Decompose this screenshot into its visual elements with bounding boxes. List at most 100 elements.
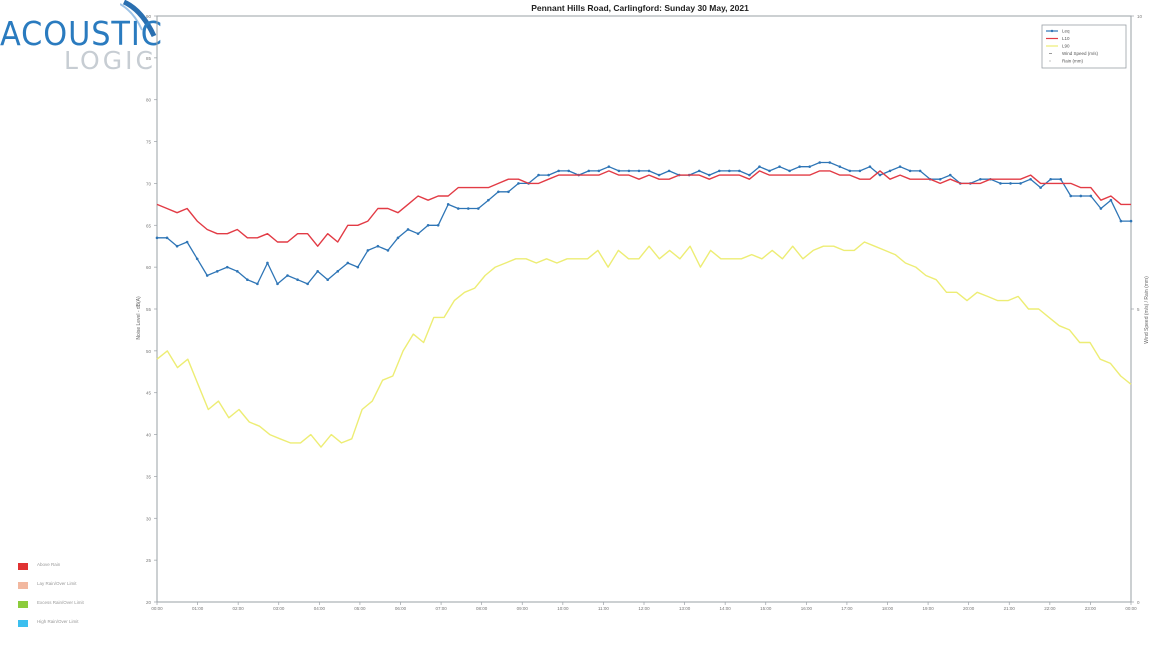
data-point-leq (1019, 182, 1022, 185)
x-tick-label: 00:00 (1125, 606, 1137, 611)
data-point-leq (768, 169, 771, 173)
y-axis-label: Noise Level - dB(A) (136, 296, 142, 340)
plot-frame (156, 15, 1132, 603)
data-point-leq (778, 165, 781, 168)
data-point-leq (1109, 198, 1113, 202)
y-tick-label: 20 (146, 600, 152, 605)
y-tick-label: 60 (146, 265, 152, 270)
side-legend-swatch (18, 620, 28, 627)
data-point-leq (436, 223, 440, 227)
chart-title: Pennant Hills Road, Carlingford: Sunday … (531, 3, 749, 13)
y-tick-label: 85 (146, 56, 152, 61)
data-point-leq (617, 169, 621, 173)
data-point-leq (316, 270, 319, 273)
y-tick-label: 90 (146, 14, 152, 19)
x-tick-label: 07:00 (435, 606, 447, 611)
data-point-leq (697, 169, 701, 173)
data-point-leq (597, 169, 601, 173)
data-point-leq (587, 169, 591, 173)
y-tick-label: 65 (146, 223, 152, 228)
y-tick-label: 80 (146, 98, 152, 103)
logo-swoosh-icon (120, 0, 157, 38)
data-point-leq (406, 228, 410, 231)
y-tick-label: 70 (146, 181, 152, 186)
series-line-leq (157, 161, 1131, 285)
legend-marker-dot-leq (1050, 29, 1054, 33)
legend-label-l90: L90 (1062, 44, 1070, 49)
data-point-leq (225, 265, 229, 269)
data-point-leq (456, 207, 460, 210)
data-point-leq (1129, 219, 1133, 223)
data-point-leq (266, 261, 269, 265)
data-point-leq (1039, 186, 1042, 189)
data-point-leq (306, 282, 309, 286)
y-tick-label: 40 (146, 433, 152, 438)
x-tick-label: 17:00 (841, 606, 853, 611)
y-tick-label: 55 (146, 307, 152, 312)
y-tick-label: 30 (146, 516, 152, 521)
chart-legend: Leq L10 L90 Wind Speed (m/s) Rain (mm) (1041, 24, 1127, 69)
data-point-leq (999, 182, 1002, 185)
data-point-leq (878, 173, 882, 177)
data-point-leq (507, 190, 510, 194)
data-point-leq (256, 282, 259, 286)
data-point-leq (948, 173, 952, 177)
data-point-leq (376, 244, 380, 248)
data-point-leq (497, 190, 500, 194)
logo-sub-text: LOGIC (64, 46, 156, 75)
data-point-leq (888, 169, 892, 173)
data-point-leq (1079, 194, 1083, 198)
legend-label-l10: L10 (1062, 36, 1070, 41)
data-point-leq (647, 169, 651, 173)
x-tick-label: 02:00 (233, 606, 245, 611)
data-point-leq (477, 207, 480, 210)
data-point-leq (818, 161, 822, 164)
y-tick-label: 50 (146, 349, 152, 354)
data-point-leq (1099, 207, 1103, 210)
data-point-leq (607, 165, 611, 168)
x-tick-label: 22:00 (1044, 606, 1056, 611)
legend-label-wind-speed-m-s-: Wind Speed (m/s) (1062, 51, 1099, 56)
data-point-leq (788, 169, 791, 173)
data-point-leq (828, 161, 832, 164)
data-point-leq (236, 270, 239, 273)
x-tick-label: 03:00 (273, 606, 285, 611)
series-line-l90 (156, 241, 1132, 448)
data-point-leq (466, 207, 470, 210)
y-tick-label: 45 (146, 391, 152, 396)
x-tick-label: 06:00 (395, 606, 407, 611)
data-point-leq (487, 198, 490, 202)
data-point-leq (336, 270, 340, 273)
data-point-leq (356, 265, 360, 269)
data-point-leq (246, 278, 249, 282)
x-tick-label: 10:00 (557, 606, 569, 611)
data-point-leq (627, 169, 631, 173)
x-tick-label: 20:00 (963, 606, 975, 611)
data-point-leq (346, 261, 350, 265)
data-point-leq (517, 182, 520, 185)
data-point-leq (748, 173, 751, 177)
x-tick-label: 19:00 (922, 606, 934, 611)
data-point-leq (1089, 194, 1093, 198)
data-point-leq (707, 173, 711, 177)
legend-marker-rain-mm- (1049, 60, 1051, 62)
logo: ACOUSTIC LOGIC (0, 0, 162, 75)
x-tick-label: 12:00 (638, 606, 650, 611)
data-point-leq (979, 177, 982, 181)
x-tick-label: 08:00 (476, 606, 488, 611)
data-point-leq (366, 249, 370, 252)
y-tick-label: 75 (146, 140, 152, 145)
data-point-leq (416, 232, 420, 235)
y2-tick-label: 0 (1137, 600, 1140, 605)
data-point-leq (718, 169, 721, 173)
data-point-leq (557, 169, 560, 173)
side-legend-label: Above Rain (37, 562, 61, 567)
data-point-leq (908, 169, 912, 173)
y-tick-label: 35 (146, 474, 152, 479)
y2-tick-label: 5 (1137, 307, 1140, 312)
data-point-leq (396, 236, 400, 240)
data-point-leq (1029, 177, 1032, 181)
data-point-leq (758, 165, 761, 168)
data-point-leq (175, 244, 179, 248)
